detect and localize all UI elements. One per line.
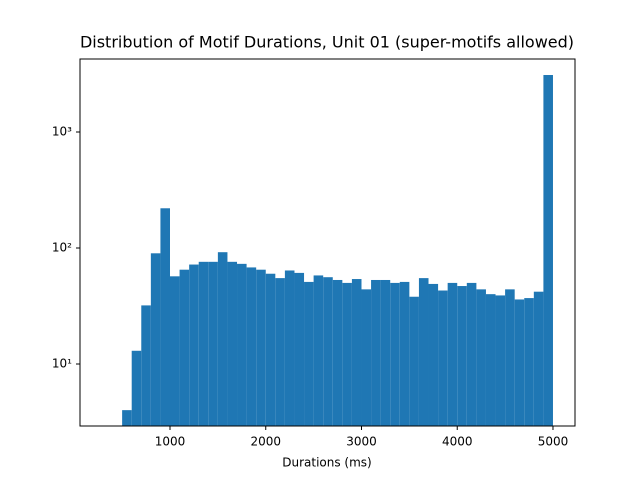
bar (428, 283, 439, 426)
y-tick-label: 10¹ (52, 356, 72, 370)
bar (505, 289, 515, 426)
bar (418, 278, 429, 426)
bar (371, 279, 381, 426)
bar (447, 282, 458, 426)
bar (524, 298, 534, 426)
bar (514, 299, 525, 426)
bar (323, 277, 333, 426)
bar (179, 269, 190, 426)
bar (313, 275, 324, 426)
bar (294, 272, 305, 426)
bar (304, 281, 314, 426)
bar (485, 294, 496, 426)
bar (246, 267, 257, 426)
bar (237, 263, 247, 426)
bar (390, 282, 400, 426)
bar (122, 410, 132, 426)
bar (284, 270, 295, 426)
bar (495, 295, 506, 426)
bar (533, 291, 544, 426)
bar (256, 269, 266, 426)
x-tick-label: 4000 (442, 435, 473, 449)
bar (208, 261, 218, 426)
x-tick-label: 5000 (538, 435, 569, 449)
bar (438, 290, 448, 426)
bar (476, 289, 486, 426)
bar (361, 289, 372, 426)
y-tick-label: 10³ (52, 125, 72, 139)
bar (131, 350, 142, 426)
bar (141, 305, 151, 426)
bar (466, 282, 477, 426)
bar (543, 75, 553, 426)
bar (380, 279, 391, 426)
bar (265, 273, 276, 426)
bar (332, 279, 343, 426)
bar (198, 261, 209, 426)
chart-title: Distribution of Motif Durations, Unit 01… (80, 33, 574, 52)
bar (409, 296, 419, 426)
x-tick-label: 2000 (250, 435, 281, 449)
bar (189, 264, 199, 426)
bar (351, 279, 362, 426)
x-axis-label: Durations (ms) (282, 456, 372, 470)
bar (399, 281, 410, 426)
bar (227, 261, 238, 426)
bar (457, 286, 467, 426)
bar (160, 208, 170, 426)
bar (150, 253, 161, 426)
y-tick-label: 10² (52, 240, 72, 254)
bar (217, 252, 228, 426)
x-tick-label: 3000 (346, 435, 377, 449)
bar (170, 276, 180, 426)
bar (342, 282, 352, 426)
bar (275, 278, 285, 426)
x-tick-label: 1000 (155, 435, 186, 449)
plot-frame (79, 58, 576, 427)
